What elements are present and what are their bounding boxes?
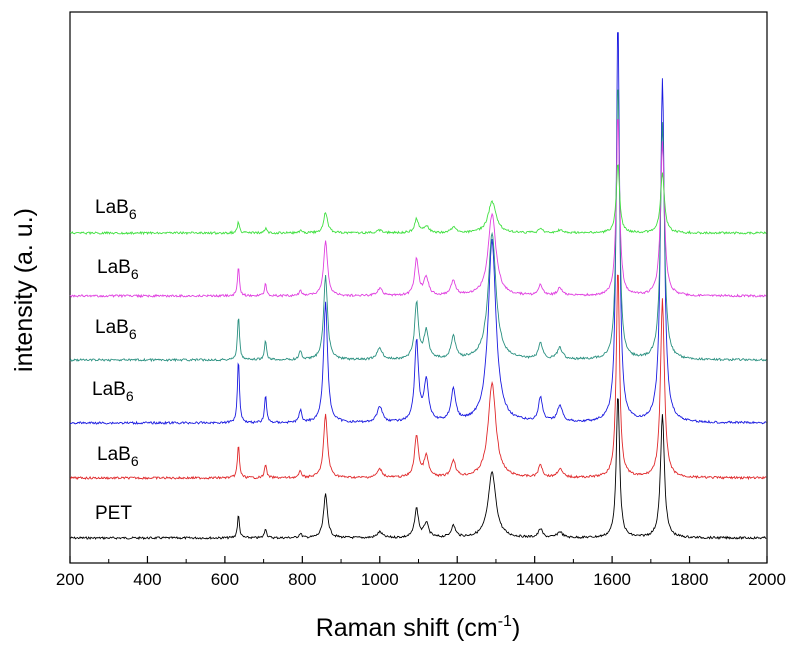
series-label: LaB6 [95,317,137,342]
series-label-subscript: 6 [126,388,134,404]
series-label: LaB6 [97,444,139,469]
x-axis-title: Raman shift (cm-1) [316,613,521,642]
series-label-text: PET [95,503,132,524]
series-label-text: LaB [95,317,129,338]
series-label-subscript: 6 [131,266,139,282]
y-axis-title: intensity (a. u.) [10,208,38,372]
series-label-subscript: 6 [129,326,137,342]
series-line [69,89,767,363]
x-axis-ticks: 200 400 600 800 1000 1200 1400 1600 1800 2000 [56,556,786,589]
x-tick-label: 200 [56,570,84,589]
series-layer [69,32,767,541]
series-line [69,274,767,481]
series-label-subscript: 6 [131,453,139,469]
series-label-text: LaB [92,379,126,400]
x-tick-label: 400 [133,570,161,589]
x-axis-title-suffix: ) [512,614,520,642]
x-tick-label: 2000 [748,570,786,589]
series-label: LaB6 [92,379,134,404]
series-label-subscript: 6 [129,206,137,222]
series-label: LaB6 [97,257,139,282]
series-line [69,32,767,425]
x-tick-label: 1000 [361,570,399,589]
x-tick-label: 800 [288,570,316,589]
x-axis-title-superscript: -1 [498,613,512,630]
x-tick-label: 1800 [671,570,709,589]
series-label-text: LaB [97,257,131,278]
x-tick-label: 1400 [516,570,554,589]
series-label-text: LaB [95,197,129,218]
x-tick-label: 1600 [593,570,631,589]
series-label: LaB6 [95,197,137,222]
series-line [69,164,767,236]
series-line [69,398,767,541]
x-tick-label: 1200 [438,570,476,589]
series-label-text: LaB [97,444,131,465]
x-tick-label: 600 [211,570,239,589]
series-label: PET [95,503,132,524]
series-line [69,118,767,299]
x-axis-title-text: Raman shift (cm [316,614,498,642]
